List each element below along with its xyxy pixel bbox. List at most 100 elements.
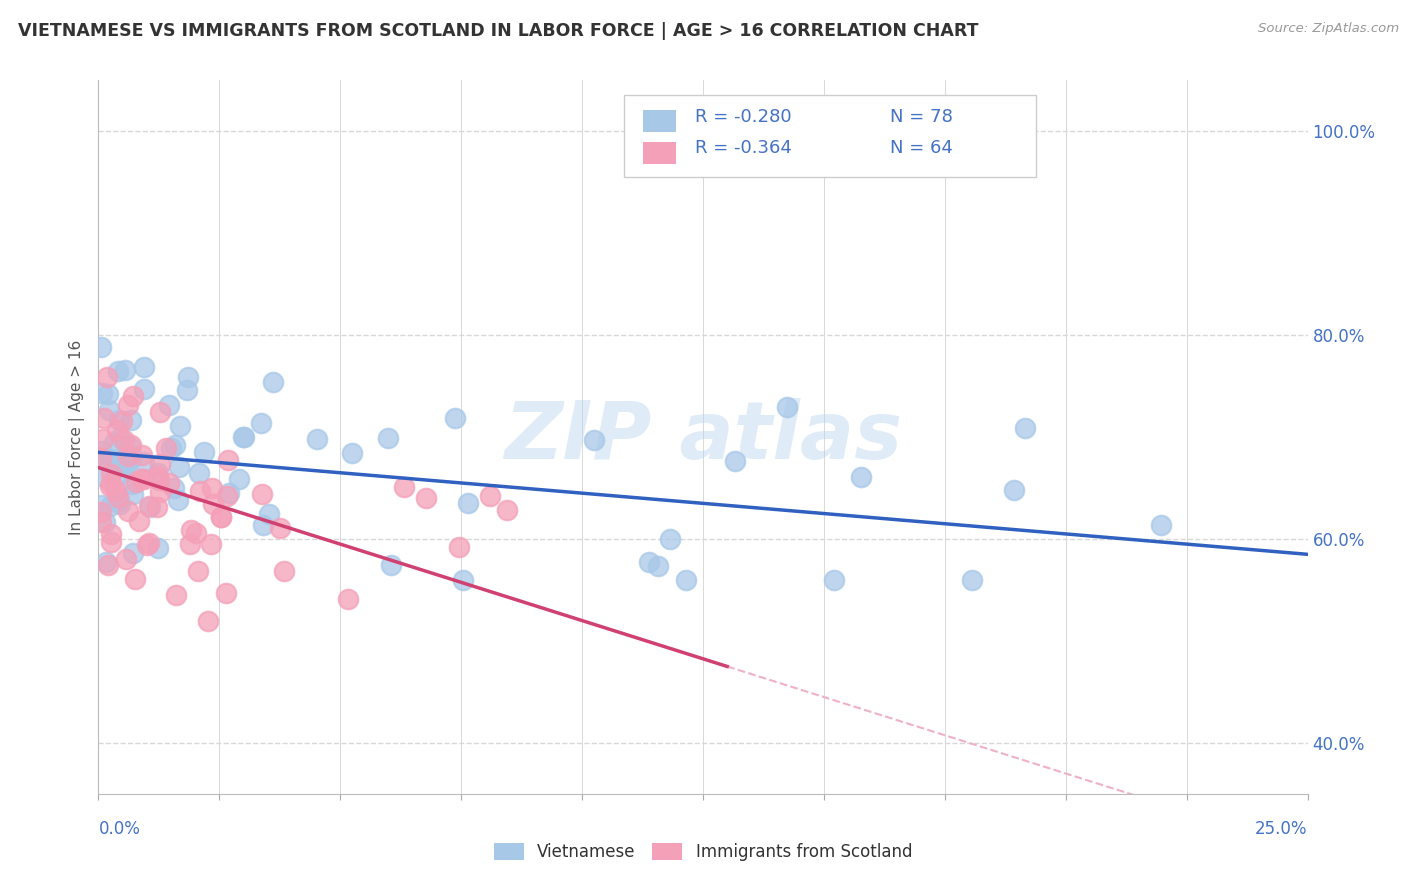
Point	[100, 476, 122, 491]
Point	[94, 516, 117, 530]
Point	[336, 592, 359, 607]
Point	[443, 410, 465, 425]
Point	[121, 450, 143, 464]
Point	[117, 504, 139, 518]
Point	[108, 497, 131, 511]
Point	[97, 387, 120, 401]
Point	[117, 450, 139, 464]
Point	[145, 500, 167, 514]
Point	[121, 546, 143, 560]
Point	[647, 558, 669, 573]
Point	[124, 475, 146, 489]
Point	[415, 491, 437, 505]
Point	[377, 431, 399, 445]
Point	[823, 573, 845, 587]
Point	[96, 452, 118, 467]
Point	[134, 360, 156, 375]
Point	[107, 364, 129, 378]
Point	[100, 479, 122, 493]
FancyBboxPatch shape	[624, 95, 1035, 177]
Point	[775, 400, 797, 414]
Point	[121, 477, 143, 491]
Point	[134, 454, 156, 468]
Point	[583, 434, 606, 448]
Point	[218, 485, 240, 500]
Point	[215, 586, 238, 600]
Point	[201, 481, 224, 495]
Text: Source: ZipAtlas.com: Source: ZipAtlas.com	[1258, 22, 1399, 36]
Point	[209, 509, 232, 524]
Point	[257, 508, 280, 522]
Point	[1002, 483, 1025, 497]
Point	[478, 489, 501, 503]
Point	[209, 509, 232, 524]
Point	[105, 451, 128, 466]
Point	[148, 457, 170, 471]
Point	[107, 494, 129, 508]
Point	[496, 503, 519, 517]
Text: 0.0%: 0.0%	[98, 820, 141, 838]
Point	[177, 369, 200, 384]
Point	[114, 459, 136, 474]
Point	[122, 487, 145, 501]
Point	[97, 558, 120, 572]
Point	[93, 451, 115, 466]
Point	[167, 459, 190, 474]
Point	[121, 389, 143, 403]
Point	[114, 363, 136, 377]
Text: ZIP atlas: ZIP atlas	[503, 398, 903, 476]
Point	[180, 523, 202, 537]
Point	[93, 410, 115, 425]
Point	[169, 418, 191, 433]
Text: VIETNAMESE VS IMMIGRANTS FROM SCOTLAND IN LABOR FORCE | AGE > 16 CORRELATION CHA: VIETNAMESE VS IMMIGRANTS FROM SCOTLAND I…	[18, 22, 979, 40]
Point	[90, 515, 112, 529]
Point	[138, 499, 160, 513]
Point	[129, 472, 152, 486]
Point	[128, 514, 150, 528]
Point	[112, 455, 135, 469]
Point	[658, 532, 681, 546]
Point	[120, 438, 142, 452]
Point	[228, 472, 250, 486]
Point	[112, 433, 135, 447]
Point	[105, 484, 128, 499]
Point	[165, 588, 187, 602]
Point	[163, 481, 186, 495]
Point	[132, 472, 155, 486]
Point	[90, 505, 112, 519]
Point	[120, 413, 142, 427]
Point	[136, 538, 159, 552]
Point	[120, 449, 142, 463]
Point	[200, 536, 222, 550]
Point	[155, 441, 177, 455]
Point	[724, 454, 747, 468]
Text: N = 64: N = 64	[890, 139, 953, 157]
Point	[138, 536, 160, 550]
Point	[675, 573, 697, 587]
Point	[149, 484, 172, 499]
Point	[107, 413, 129, 427]
Point	[111, 414, 134, 428]
Point	[262, 375, 284, 389]
Point	[91, 444, 114, 458]
Point	[188, 483, 211, 498]
Point	[117, 456, 139, 470]
Point	[91, 469, 114, 483]
Point	[176, 383, 198, 397]
Point	[148, 541, 170, 555]
Point	[163, 438, 186, 452]
Point	[90, 386, 112, 401]
Point	[108, 431, 131, 445]
Point	[197, 614, 219, 628]
Point	[179, 536, 201, 550]
Legend: Vietnamese, Immigrants from Scotland: Vietnamese, Immigrants from Scotland	[486, 836, 920, 868]
Point	[148, 473, 170, 487]
Point	[103, 436, 125, 450]
Point	[342, 445, 364, 459]
Point	[233, 430, 256, 444]
Point	[100, 526, 122, 541]
Point	[273, 564, 295, 578]
Point	[105, 424, 128, 438]
Point	[98, 499, 121, 513]
Point	[107, 490, 129, 504]
